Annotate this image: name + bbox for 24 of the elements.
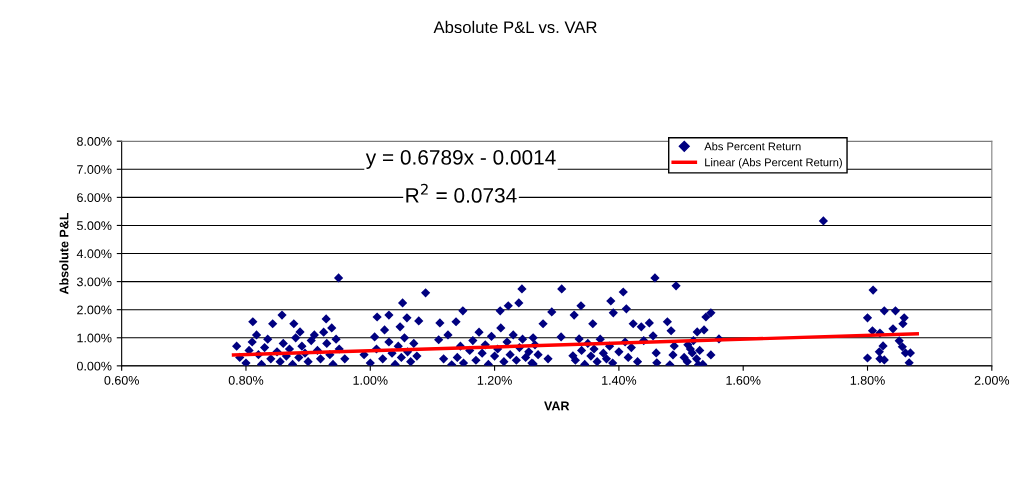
y-tick-label: 4.00% <box>76 249 112 259</box>
x-tick-label: 1.20% <box>477 375 512 385</box>
annotation: R$^{2}$ = 0.0734 <box>406 183 517 203</box>
y-tick-label: 1.00% <box>77 333 112 343</box>
y-tick-label: 2.00% <box>77 305 112 315</box>
x-tick-label: 0.80% <box>228 375 264 385</box>
x-tick-label: 0.60% <box>104 375 139 385</box>
y-axis-title: Absolute P&L <box>59 212 69 295</box>
x-tick-label: 1.40% <box>602 375 637 385</box>
y-tick-label: 5.00% <box>76 221 112 231</box>
x-tick-label: 1.80% <box>850 375 885 385</box>
x-axis-title: VAR <box>544 401 570 411</box>
x-tick-label: 1.60% <box>726 375 761 385</box>
x-tick-label: 2.00% <box>974 375 1010 385</box>
y-tick-label: 6.00% <box>77 193 112 203</box>
y-tick-label: 7.00% <box>77 165 112 174</box>
y-tick-label: 3.00% <box>76 277 112 287</box>
chart-title: Absolute P&L vs. VAR <box>433 20 597 34</box>
x-tick-label: 1.00% <box>353 375 388 385</box>
y-tick-label: 0.00% <box>76 361 112 371</box>
annotation: y = 0.6789x - 0.0014 <box>365 150 556 169</box>
legend-label: Abs Percent Return <box>704 142 801 151</box>
y-tick-label: 8.00% <box>77 136 112 146</box>
legend-label: Linear (Abs Percent Return) <box>705 158 842 169</box>
